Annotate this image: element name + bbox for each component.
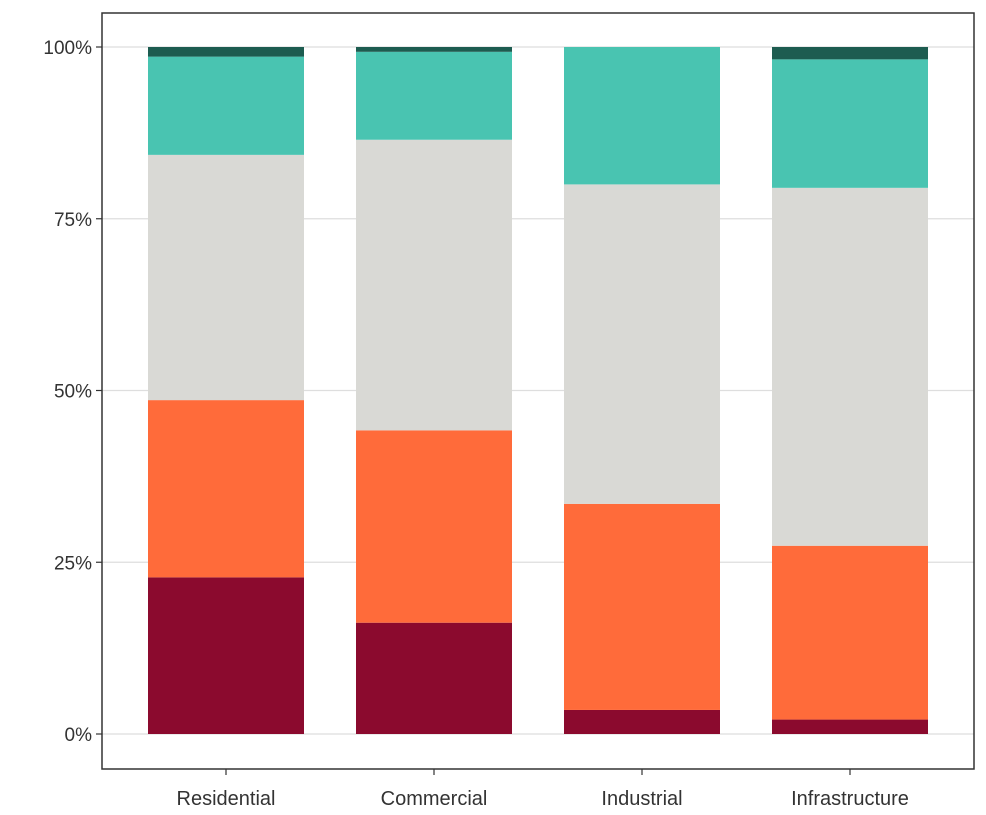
bar-segment bbox=[772, 545, 928, 720]
bars bbox=[148, 47, 928, 734]
x-tick-label: Commercial bbox=[381, 788, 488, 810]
x-tick-label: Residential bbox=[177, 788, 276, 810]
bar-segment bbox=[772, 187, 928, 546]
x-tick-label: Industrial bbox=[601, 788, 682, 810]
bar-segment bbox=[564, 47, 720, 185]
y-tick-label: 25% bbox=[54, 553, 92, 574]
bar-segment bbox=[148, 577, 304, 734]
y-tick-label: 100% bbox=[43, 38, 92, 59]
bar-segment bbox=[772, 719, 928, 734]
bar-segment bbox=[148, 56, 304, 155]
bar-segment bbox=[356, 47, 512, 52]
bar-segment bbox=[564, 503, 720, 710]
y-tick-label: 50% bbox=[54, 382, 92, 403]
bar-segment bbox=[772, 59, 928, 188]
bar-segment bbox=[148, 400, 304, 578]
y-tick-label: 0% bbox=[65, 725, 93, 746]
bar-segment bbox=[564, 184, 720, 504]
bar-segment bbox=[356, 51, 512, 140]
y-axis: 0% 25% 50% 75% 100% bbox=[43, 38, 102, 746]
bar-segment bbox=[356, 430, 512, 623]
bar-segment bbox=[564, 709, 720, 734]
bar-segment bbox=[772, 47, 928, 60]
x-tick-label: Infrastructure bbox=[791, 788, 909, 810]
bar-segment bbox=[356, 139, 512, 431]
bar-segment bbox=[356, 622, 512, 734]
bar-segment bbox=[148, 47, 304, 57]
bar-segment bbox=[148, 154, 304, 401]
y-tick-label: 75% bbox=[54, 210, 92, 231]
x-axis: Residential Commercial Industrial Infrastru… bbox=[177, 769, 909, 810]
